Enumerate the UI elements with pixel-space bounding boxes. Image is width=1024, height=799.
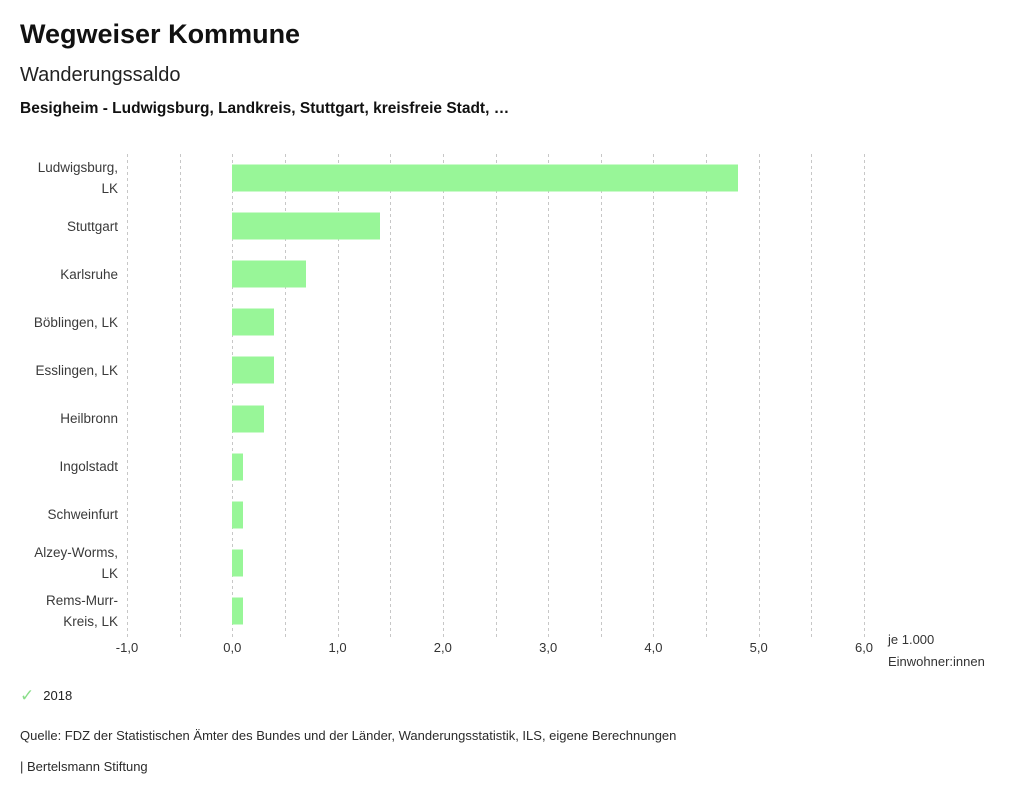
legend-year-label: 2018 [43, 688, 73, 703]
bar-Böblingen, LK [232, 308, 275, 336]
gridline [706, 154, 708, 638]
x-axis-tick-label: 1,0 [328, 640, 347, 655]
bar-Karlsruhe [232, 260, 306, 288]
bar-row [127, 154, 864, 202]
plot-area [127, 154, 865, 638]
gridline [600, 154, 602, 638]
gridline [811, 154, 813, 638]
x-axis-tick-label: 3,0 [539, 640, 558, 655]
x-axis-ticks: -1,0 0,0 1,0 2,0 3,0 4,0 5,0 6,0 [0, 640, 1024, 660]
y-axis-label: Stuttgart [66, 218, 118, 234]
bar-Rems-Murr-Kreis, LK [232, 597, 243, 625]
page-title: Wegweiser Kommune [20, 19, 301, 49]
bar-Esslingen, LK [232, 356, 275, 384]
y-axis-label: Schweinfurt [47, 507, 118, 523]
gridline [864, 154, 865, 638]
source-text: Quelle: FDZ der Statistischen Ämter des … [20, 728, 677, 743]
header: Wegweiser Kommune Wanderungssaldo Besigh… [20, 18, 1000, 119]
gridline [548, 154, 550, 638]
gridline [337, 154, 339, 638]
y-axis-labels: Ludwigsburg, LK Stuttgart Karlsruhe Böbling… [0, 154, 118, 635]
bar-chart: Ludwigsburg, LK Stuttgart Karlsruhe Böbling… [0, 152, 1024, 682]
gridline [495, 154, 497, 638]
legend-item-2018[interactable]: ✓ 2018 [20, 687, 72, 704]
chart-subtitle: Besigheim - Ludwigsburg, Landkreis, Stut… [20, 100, 510, 118]
bar-row [127, 250, 864, 298]
gridline [442, 154, 444, 638]
chart-title: Wanderungssaldo [20, 64, 181, 87]
gridline [758, 154, 760, 638]
x-axis-tick-label: -1,0 [115, 640, 139, 655]
bar-row [127, 443, 864, 491]
gridline [232, 154, 234, 638]
bar-row [127, 491, 864, 539]
gridline [653, 154, 655, 638]
y-axis-label: Rems-Murr- Kreis, LK [46, 592, 118, 629]
check-icon: ✓ [20, 686, 35, 705]
gridline [179, 154, 181, 638]
bar-Ingolstadt [232, 453, 243, 481]
gridline [127, 154, 128, 638]
bar-Stuttgart [232, 212, 380, 240]
y-axis-label: Esslingen, LK [35, 362, 118, 378]
bar-row [127, 587, 864, 635]
y-axis-label: Karlsruhe [60, 266, 118, 282]
bar-Ludwigsburg, LK [232, 164, 738, 192]
bar-Alzey-Worms, LK [232, 549, 243, 577]
bar-row [127, 202, 864, 250]
bar-Schweinfurt [232, 501, 243, 529]
bar-row [127, 539, 864, 587]
bar-row [127, 346, 864, 394]
x-axis-tick-label: 6,0 [854, 640, 874, 655]
gridline [390, 154, 392, 638]
y-axis-label: Ludwigsburg, LK [37, 160, 118, 197]
y-axis-label: Böblingen, LK [33, 314, 118, 330]
y-axis-label: Alzey-Worms, LK [34, 544, 118, 581]
y-axis-label: Heilbronn [60, 411, 118, 427]
branding-text: | Bertelsmann Stiftung [20, 759, 148, 774]
gridline [284, 154, 286, 638]
axis-unit-label: je 1.000 Einwohner:innen [888, 632, 985, 669]
bar-Heilbronn [232, 405, 264, 433]
x-axis-tick-label: 0,0 [223, 640, 242, 655]
x-axis-tick-label: 4,0 [644, 640, 663, 655]
bar-rows [127, 154, 864, 635]
y-axis-label: Ingolstadt [59, 459, 118, 475]
bar-row [127, 298, 864, 346]
x-axis-tick-label: 5,0 [749, 640, 768, 655]
bar-row [127, 394, 864, 442]
x-axis-tick-label: 2,0 [433, 640, 452, 655]
